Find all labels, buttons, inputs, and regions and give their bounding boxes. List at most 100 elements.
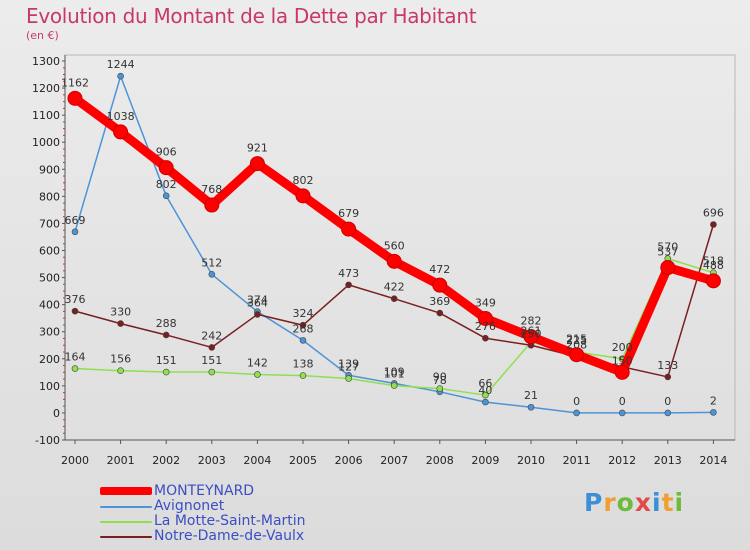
legend-swatch-la-motte-saint-martin	[100, 521, 152, 523]
x-tick-label: 2009	[471, 454, 499, 467]
legend-swatch-monteynard	[100, 487, 152, 495]
logo-letter: x	[634, 488, 652, 517]
data-point	[569, 347, 585, 363]
data-point	[254, 371, 261, 378]
x-tick-label: 2014	[699, 454, 727, 467]
data-point	[67, 90, 83, 106]
x-tick-label: 2013	[654, 454, 682, 467]
y-tick-label: 300	[39, 326, 60, 339]
data-point	[660, 260, 676, 276]
data-point	[345, 375, 352, 382]
legend-label: La Motte-Saint-Martin	[154, 513, 306, 529]
data-point	[299, 337, 307, 344]
data-point	[71, 307, 79, 315]
y-tick-label: 1300	[32, 55, 60, 68]
legend-swatch-avignonet	[100, 506, 152, 508]
data-label: 374	[247, 294, 268, 307]
y-tick-label: 600	[39, 245, 60, 258]
data-point	[208, 344, 216, 351]
data-label: 518	[703, 255, 724, 268]
data-label: 679	[338, 207, 359, 220]
logo-letter: i	[652, 488, 662, 517]
legend-swatch-notre-dame-de-vaulx	[100, 536, 152, 538]
data-label: 109	[384, 365, 405, 378]
data-point	[664, 373, 672, 381]
data-label: 376	[65, 293, 86, 306]
logo-letter: r	[603, 488, 617, 517]
data-point	[477, 310, 493, 326]
legend-label: MONTEYNARD	[154, 483, 255, 499]
data-label: 142	[247, 356, 268, 369]
data-point	[482, 334, 489, 342]
data-label: 66	[478, 377, 492, 390]
x-tick-label: 2002	[152, 454, 180, 467]
data-label: 215	[566, 333, 587, 346]
data-point	[390, 382, 398, 389]
data-label: 133	[657, 359, 678, 372]
data-point	[482, 398, 489, 406]
x-tick-label: 2001	[107, 454, 135, 467]
data-label: 164	[65, 351, 86, 364]
data-point	[162, 192, 170, 200]
data-label: 78	[433, 374, 447, 387]
data-label: 1038	[107, 110, 135, 123]
data-label: 138	[293, 358, 314, 371]
proxiti-logo: Proxiti	[584, 488, 684, 517]
y-tick-label: 900	[39, 163, 60, 176]
data-label: 200	[612, 341, 633, 354]
x-tick-label: 2000	[61, 454, 89, 467]
data-point	[295, 188, 311, 204]
data-point	[386, 253, 402, 269]
data-point	[162, 368, 170, 376]
data-point	[664, 409, 672, 417]
data-point	[158, 160, 174, 176]
series-line-monteynard	[70, 93, 718, 377]
data-point	[204, 197, 220, 213]
logo-letter: o	[616, 488, 635, 517]
data-point	[162, 331, 170, 339]
y-tick-label: 800	[39, 190, 60, 203]
data-point	[117, 320, 124, 327]
data-point	[117, 367, 124, 374]
x-tick-label: 2010	[517, 454, 545, 467]
data-label: 288	[156, 317, 177, 330]
data-label: 696	[703, 207, 724, 220]
data-point	[710, 409, 717, 416]
legend-label: Notre-Dame-de-Vaulx	[154, 528, 305, 544]
data-point	[573, 409, 580, 417]
data-label: 560	[384, 239, 405, 252]
x-tick-label: 2007	[380, 454, 408, 467]
y-tick-label: 0	[53, 407, 60, 420]
data-label: 422	[384, 281, 405, 294]
data-label: 473	[338, 267, 359, 280]
chart-title: Evolution du Montant de la Dette par Hab…	[26, 4, 477, 28]
y-tick-label: 500	[39, 272, 60, 285]
data-label: 921	[247, 142, 268, 155]
data-label: 802	[293, 174, 314, 187]
data-label: 101	[384, 368, 405, 381]
y-tick-label: -100	[35, 434, 60, 447]
data-point	[208, 368, 216, 376]
data-point	[341, 221, 357, 237]
y-tick-label: 1200	[32, 82, 60, 95]
data-label: 127	[338, 361, 359, 374]
x-tick-label: 2011	[563, 454, 591, 467]
data-label: 139	[338, 357, 359, 370]
data-label: 261	[521, 324, 542, 337]
data-label: 324	[293, 307, 314, 320]
data-point	[436, 309, 444, 317]
data-point	[390, 295, 398, 302]
data-label: 2	[710, 394, 717, 407]
data-label: 242	[201, 329, 222, 342]
data-label: 0	[573, 395, 580, 408]
data-label: 330	[110, 306, 131, 319]
data-label: 570	[657, 241, 678, 254]
data-label: 906	[156, 146, 177, 159]
data-point	[482, 391, 489, 399]
data-label: 21	[524, 389, 538, 402]
data-point	[71, 365, 79, 372]
data-label: 669	[65, 214, 86, 227]
y-tick-label: 1000	[32, 136, 60, 149]
data-label: 150	[612, 354, 633, 367]
data-point	[436, 385, 444, 392]
